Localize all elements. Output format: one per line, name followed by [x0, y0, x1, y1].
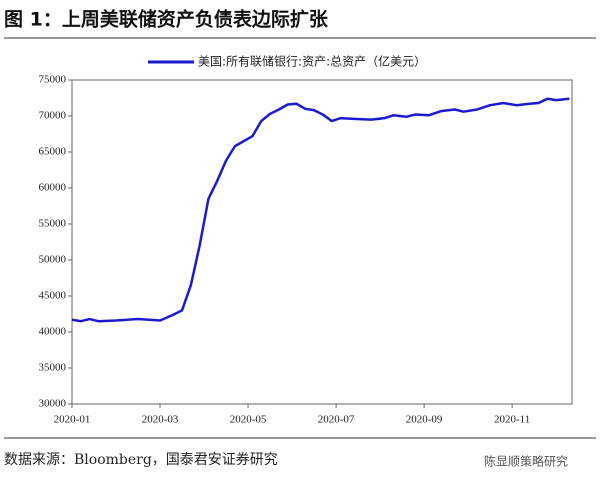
y-tick-label: 65000 [39, 146, 67, 158]
y-tick-label: 50000 [39, 254, 67, 266]
x-tick-label: 2020-09 [406, 414, 443, 426]
plot-frame [71, 79, 573, 405]
y-tick-label: 55000 [39, 218, 67, 230]
y-tick-label: 70000 [39, 110, 67, 122]
y-tick-label: 60000 [39, 182, 67, 194]
chart-title: 图 1：上周美联储资产负债表边际扩张 [4, 8, 329, 31]
source-note: 数据来源：Bloomberg，国泰君安证券研究 [4, 452, 278, 468]
x-tick-label: 2020-05 [230, 414, 267, 426]
y-tick-label: 75000 [39, 74, 67, 86]
y-tick-label: 35000 [39, 362, 67, 374]
x-tick-label: 2020-11 [494, 414, 530, 426]
x-tick-label: 2020-03 [142, 414, 179, 426]
x-tick-label: 2020-07 [318, 414, 355, 426]
x-tick-label: 2020-01 [54, 414, 91, 426]
legend-label: 美国:所有联储银行:资产:总资产（亿美元） [198, 54, 426, 69]
data-line [71, 97, 570, 323]
y-tick-label: 30000 [39, 398, 67, 410]
y-tick-label: 40000 [39, 326, 67, 338]
y-tick-label: 45000 [39, 290, 67, 302]
watermark: 陈显顺策略研究 [484, 454, 568, 469]
